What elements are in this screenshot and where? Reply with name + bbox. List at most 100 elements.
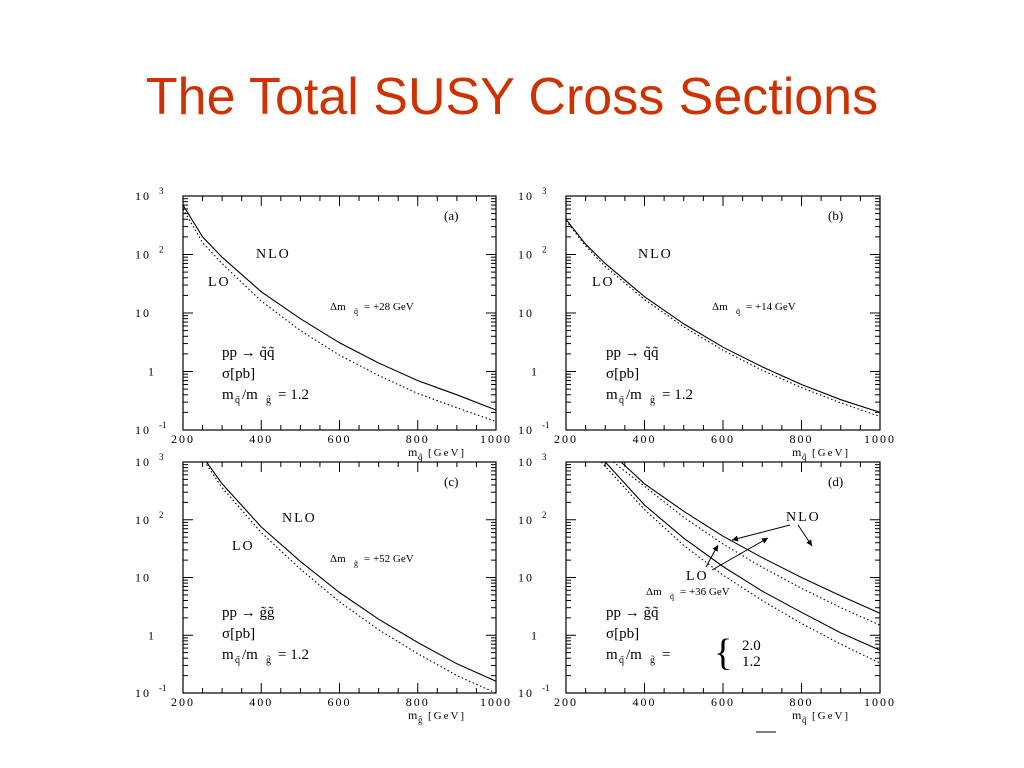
sigma-label: σ[pb] xyxy=(222,626,255,642)
y-tick-exponent: -1 xyxy=(542,420,550,430)
x-axis-label-sub: q̃ xyxy=(802,715,807,725)
x-axis-label-unit: [GeV] xyxy=(812,447,850,459)
y-tick-label: 1 xyxy=(148,628,156,642)
series-line-nlo xyxy=(206,461,497,682)
y-tick-label: 10 xyxy=(135,686,151,700)
ratio-label-value: = xyxy=(662,647,670,663)
y-tick-label: 10 xyxy=(518,686,534,700)
x-axis-label-sub: q̃ xyxy=(802,452,807,462)
y-tick-label: 10 xyxy=(518,571,534,585)
x-tick-label: 800 xyxy=(406,695,430,709)
nlo-label: NLO xyxy=(786,510,821,525)
ratio-label-sub1: q̃ xyxy=(235,395,240,406)
y-tick-label: 10 xyxy=(135,455,151,469)
panel-label: (a) xyxy=(444,208,458,223)
x-tick-label: 400 xyxy=(633,695,657,709)
ratio-label-sub2: g̃ xyxy=(266,395,271,406)
ratio-label-m: m xyxy=(222,387,234,403)
lo-label: LO xyxy=(686,569,709,584)
delta-m-sub: q̃ xyxy=(354,307,358,316)
annotation-arrow xyxy=(797,524,813,547)
ratio-label-m: m xyxy=(606,647,618,663)
delta-m-sub: q̃ xyxy=(670,592,674,601)
delta-m-value: = +28 GeV xyxy=(364,301,414,313)
y-tick-label: 10 xyxy=(518,248,534,262)
process-label: pp → g̃q̃ xyxy=(606,605,659,621)
lo-label: LO xyxy=(592,275,615,290)
y-tick-label: 10 xyxy=(518,423,534,437)
ratio-label-m: m xyxy=(222,647,234,663)
sigma-label: σ[pb] xyxy=(606,626,639,642)
y-tick-exponent: -1 xyxy=(542,683,550,693)
delta-m-value: = +14 GeV xyxy=(746,301,796,313)
sigma-label: σ[pb] xyxy=(222,366,255,382)
y-tick-exponent: 3 xyxy=(159,452,164,462)
y-tick-exponent: 3 xyxy=(159,186,164,196)
x-tick-label: 200 xyxy=(554,432,578,446)
process-label: pp → q̃q̃ xyxy=(606,345,659,361)
x-tick-label: 200 xyxy=(171,432,195,446)
delta-m-value: = +36 GeV xyxy=(680,586,730,598)
x-tick-label: 800 xyxy=(790,432,814,446)
y-tick-label: 10 xyxy=(518,455,534,469)
ratio-label-sub1: q̃ xyxy=(235,655,240,666)
annotation-arrow xyxy=(711,537,769,571)
x-tick-label: 400 xyxy=(633,432,657,446)
y-tick-label: 10 xyxy=(135,248,151,262)
ratio-label-mid: /m xyxy=(242,387,258,403)
x-tick-label: 800 xyxy=(406,432,430,446)
ratio-label-value: = 1.2 xyxy=(278,647,309,663)
nlo-label: NLO xyxy=(638,247,673,262)
ratio-label-mid: /m xyxy=(626,387,642,403)
delta-m-label: Δm xyxy=(330,553,346,565)
y-tick-label: 10 xyxy=(135,423,151,437)
process-label: pp → q̃q̃ xyxy=(222,345,275,361)
ratio-label-sub1: q̃ xyxy=(619,655,624,666)
series-line-nlo xyxy=(565,218,881,413)
series-line-lo-2-0- xyxy=(612,461,881,626)
y-tick-label: 10 xyxy=(135,513,151,527)
ratio-label-m: m xyxy=(606,387,618,403)
sigma-label: σ[pb] xyxy=(606,366,639,382)
delta-m-value: = +52 GeV xyxy=(364,553,414,565)
y-tick-label: 10 xyxy=(518,189,534,203)
x-tick-label: 200 xyxy=(171,695,195,709)
x-tick-label: 400 xyxy=(249,432,273,446)
ratio-label-sub2: g̃ xyxy=(266,655,271,666)
x-tick-label: 800 xyxy=(790,695,814,709)
y-tick-exponent: 3 xyxy=(542,452,547,462)
lo-label: LO xyxy=(232,539,255,554)
x-tick-label: 400 xyxy=(249,695,273,709)
ratio-label-sub2: g̃ xyxy=(650,655,655,666)
x-tick-label: 600 xyxy=(328,695,352,709)
x-axis-label: m xyxy=(792,708,802,722)
x-axis-label-sub: q̃ xyxy=(418,452,423,462)
x-tick-label: 200 xyxy=(554,695,578,709)
y-tick-label: 10 xyxy=(135,571,151,585)
x-axis-label: m xyxy=(792,445,802,459)
x-axis-label-unit: [GeV] xyxy=(428,447,466,459)
series-line-nlo-1-2- xyxy=(604,461,881,651)
y-tick-label: 10 xyxy=(518,513,534,527)
x-tick-label: 1000 xyxy=(864,695,896,709)
y-tick-exponent: 2 xyxy=(542,245,547,255)
ratio-label-value: = 1.2 xyxy=(662,387,693,403)
ratio-brace: { xyxy=(714,632,732,674)
x-axis-label-unit: [GeV] xyxy=(812,710,850,722)
ratio-label-sub1: q̃ xyxy=(619,395,624,406)
ratio-label-mid: /m xyxy=(242,647,258,663)
x-tick-label: 600 xyxy=(711,695,735,709)
x-axis-label-unit: [GeV] xyxy=(428,710,466,722)
panel-label: (b) xyxy=(828,208,843,223)
series-line-lo xyxy=(182,208,497,423)
y-tick-exponent: -1 xyxy=(159,683,167,693)
ratio-label-value: = 1.2 xyxy=(278,387,309,403)
y-tick-exponent: 2 xyxy=(542,510,547,520)
delta-m-sub: g̃ xyxy=(354,559,358,568)
x-axis-label-sub: g̃ xyxy=(418,715,423,725)
x-tick-label: 1000 xyxy=(480,695,512,709)
